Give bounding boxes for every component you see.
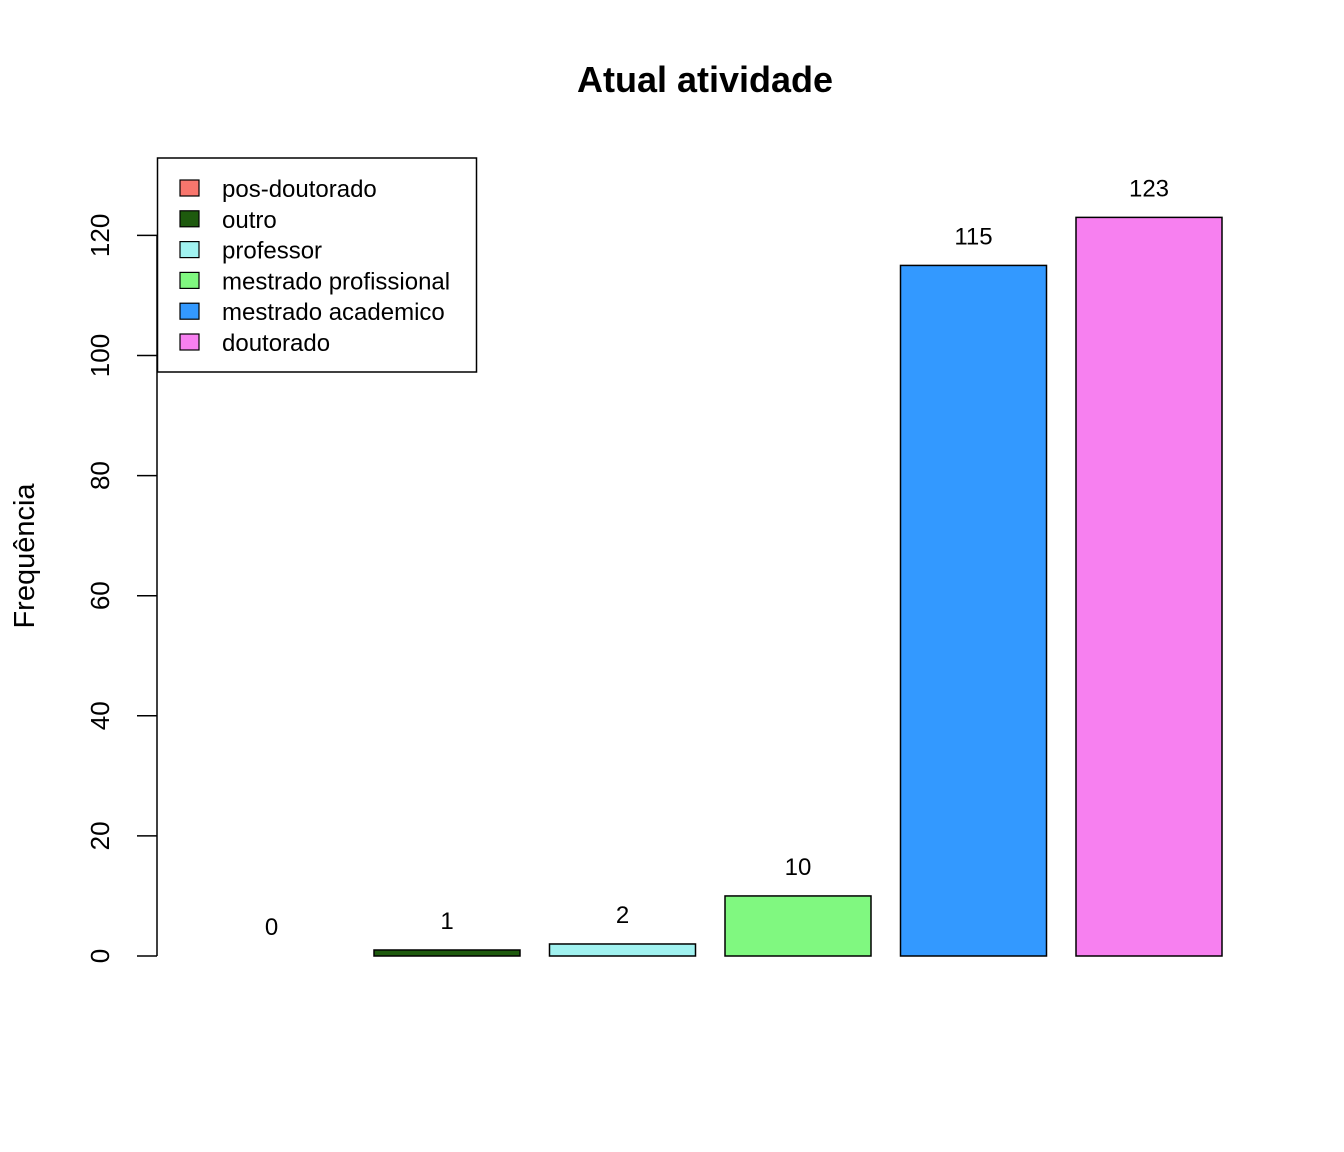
- bar-5: [1076, 217, 1222, 956]
- legend-label-5: doutorado: [222, 330, 330, 357]
- data-label-4: 115: [954, 223, 992, 250]
- bar-2: [550, 944, 696, 956]
- y-tick-label-6: 120: [85, 214, 115, 257]
- legend-swatch-5: [180, 334, 199, 350]
- legend-label-2: professor: [222, 238, 322, 265]
- legend-swatch-2: [180, 242, 199, 258]
- legend-label-4: mestrado academico: [222, 299, 445, 326]
- data-label-0: 0: [265, 914, 278, 941]
- y-axis: 0 20 40 60 80 100 120: [85, 214, 157, 964]
- data-label-5: 123: [1129, 175, 1169, 202]
- y-tick-label-1: 20: [85, 821, 115, 850]
- bar-1: [374, 950, 520, 956]
- chart-title: Atual atividade: [577, 59, 833, 100]
- bar-3: [725, 896, 871, 956]
- legend: pos-doutorado outro professor mestrado prof…: [158, 158, 477, 372]
- legend-label-1: outro: [222, 207, 277, 234]
- legend-label-0: pos-doutorado: [222, 176, 377, 203]
- data-label-2: 2: [616, 902, 629, 929]
- legend-label-3: mestrado profissional: [222, 268, 450, 295]
- y-tick-label-0: 0: [85, 949, 115, 963]
- legend-swatch-3: [180, 272, 199, 288]
- legend-swatch-4: [180, 303, 199, 319]
- legend-swatch-1: [180, 211, 199, 227]
- y-tick-label-5: 100: [85, 334, 115, 377]
- y-axis-label: Frequência: [9, 483, 41, 629]
- bar-4: [901, 265, 1047, 956]
- legend-swatch-0: [180, 180, 199, 196]
- y-tick-label-3: 60: [85, 581, 115, 610]
- y-tick-label-4: 80: [85, 461, 115, 490]
- data-label-3: 10: [785, 854, 812, 881]
- data-label-1: 1: [440, 908, 453, 935]
- y-tick-label-2: 40: [85, 701, 115, 730]
- bars-group: [374, 217, 1222, 956]
